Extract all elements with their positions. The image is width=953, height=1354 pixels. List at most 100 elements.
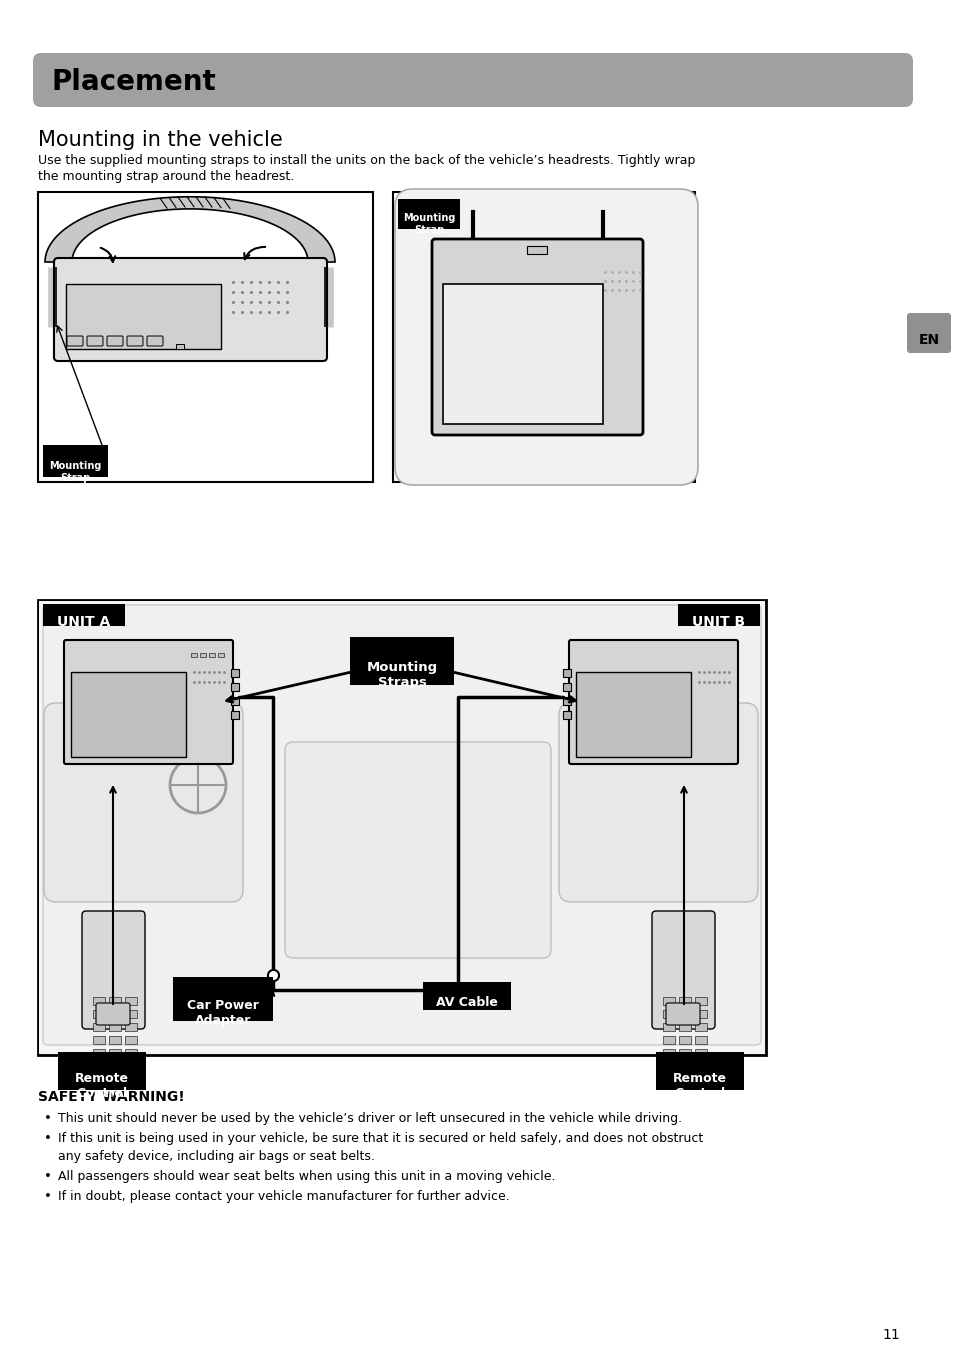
Bar <box>397 199 459 229</box>
Bar <box>576 672 690 757</box>
Text: any safety device, including air bags or seat belts.: any safety device, including air bags or… <box>58 1150 375 1163</box>
FancyBboxPatch shape <box>54 259 327 362</box>
Bar <box>231 669 239 677</box>
Bar <box>38 192 373 482</box>
Bar <box>209 653 214 657</box>
FancyBboxPatch shape <box>665 1003 700 1025</box>
Bar <box>200 653 206 657</box>
Bar <box>109 1024 121 1030</box>
Bar <box>218 653 224 657</box>
Bar <box>125 1049 137 1057</box>
FancyBboxPatch shape <box>285 742 551 959</box>
Text: the mounting strap around the headrest.: the mounting strap around the headrest. <box>38 171 294 183</box>
Bar <box>125 1062 137 1070</box>
Text: Placement: Placement <box>52 68 216 96</box>
Bar <box>191 653 196 657</box>
Text: Mounting
Strap: Mounting Strap <box>402 213 455 234</box>
Bar <box>109 1049 121 1057</box>
Bar <box>662 1062 675 1070</box>
Text: Remote
Control: Remote Control <box>75 1072 129 1099</box>
Bar <box>679 1010 690 1018</box>
Bar <box>125 1024 137 1030</box>
Bar <box>679 997 690 1005</box>
Bar <box>562 697 571 705</box>
Bar <box>562 669 571 677</box>
FancyBboxPatch shape <box>96 1003 130 1025</box>
Bar <box>695 1010 706 1018</box>
FancyBboxPatch shape <box>44 703 243 902</box>
FancyBboxPatch shape <box>87 336 103 347</box>
Text: 11: 11 <box>882 1328 899 1342</box>
FancyBboxPatch shape <box>127 336 143 347</box>
Bar <box>92 1036 105 1044</box>
Text: If this unit is being used in your vehicle, be sure that it is secured or held s: If this unit is being used in your vehic… <box>58 1132 702 1145</box>
Text: •: • <box>44 1170 51 1183</box>
Bar <box>92 1010 105 1018</box>
Bar <box>695 1062 706 1070</box>
Bar <box>92 1049 105 1057</box>
Text: UNIT B: UNIT B <box>692 615 745 630</box>
Text: UNIT A: UNIT A <box>57 615 111 630</box>
Bar <box>231 711 239 719</box>
Bar <box>125 1036 137 1044</box>
Bar <box>662 997 675 1005</box>
Bar <box>679 1049 690 1057</box>
Text: •: • <box>44 1112 51 1125</box>
FancyBboxPatch shape <box>147 336 163 347</box>
Bar <box>662 1010 675 1018</box>
Text: Mounting in the vehicle: Mounting in the vehicle <box>38 130 282 150</box>
Bar <box>526 246 546 255</box>
FancyBboxPatch shape <box>107 336 123 347</box>
FancyBboxPatch shape <box>64 640 233 764</box>
Bar <box>66 284 221 349</box>
Bar <box>92 1024 105 1030</box>
Bar <box>679 1062 690 1070</box>
FancyBboxPatch shape <box>33 53 912 107</box>
Bar <box>172 978 273 1021</box>
Bar <box>695 1024 706 1030</box>
Bar <box>422 982 511 1010</box>
Bar <box>109 1062 121 1070</box>
Text: Mounting
Strap: Mounting Strap <box>49 460 101 482</box>
Text: •: • <box>44 1190 51 1202</box>
Text: EN: EN <box>918 333 939 347</box>
Bar <box>662 1024 675 1030</box>
FancyBboxPatch shape <box>395 190 698 485</box>
Bar <box>109 1036 121 1044</box>
Bar <box>679 1024 690 1030</box>
Bar <box>92 997 105 1005</box>
Bar <box>231 697 239 705</box>
Text: AV Cable: AV Cable <box>436 997 497 1009</box>
Bar <box>695 997 706 1005</box>
Text: Car Power
Adapter: Car Power Adapter <box>187 999 258 1026</box>
Bar <box>562 711 571 719</box>
Bar <box>695 1049 706 1057</box>
FancyBboxPatch shape <box>558 703 758 902</box>
Bar <box>109 1010 121 1018</box>
Bar <box>125 997 137 1005</box>
Text: •: • <box>44 1132 51 1145</box>
Bar <box>175 344 184 349</box>
Bar <box>92 1062 105 1070</box>
Bar <box>39 601 764 1053</box>
Bar <box>71 672 186 757</box>
Bar <box>43 445 108 477</box>
Bar <box>679 1036 690 1044</box>
Text: SAFETY WARNING!: SAFETY WARNING! <box>38 1090 185 1104</box>
Bar <box>393 192 695 482</box>
Bar <box>656 1052 743 1090</box>
FancyBboxPatch shape <box>43 605 760 1045</box>
Bar <box>678 604 760 626</box>
Text: Mounting
Straps: Mounting Straps <box>366 661 437 689</box>
FancyBboxPatch shape <box>432 240 642 435</box>
Bar <box>442 284 602 424</box>
FancyBboxPatch shape <box>906 313 950 353</box>
Bar <box>58 1052 146 1090</box>
Bar <box>562 682 571 691</box>
FancyBboxPatch shape <box>651 911 714 1029</box>
Text: This unit should never be used by the vehicle’s driver or left unsecured in the : This unit should never be used by the ve… <box>58 1112 681 1125</box>
Bar <box>38 600 765 1055</box>
Bar <box>43 604 125 626</box>
Bar <box>231 682 239 691</box>
Bar <box>125 1010 137 1018</box>
